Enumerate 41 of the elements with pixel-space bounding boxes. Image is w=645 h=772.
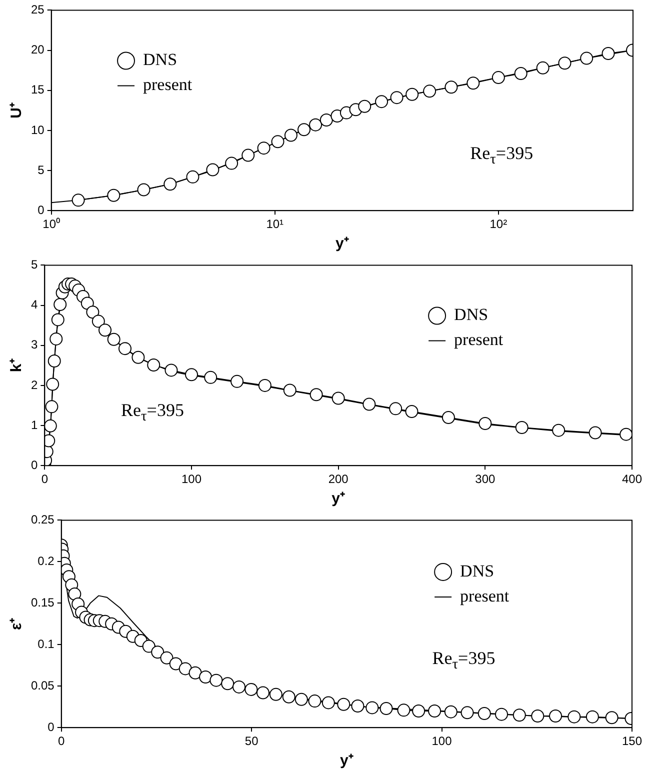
x-tick-label: 0 bbox=[58, 734, 66, 748]
legend-label: DNS bbox=[143, 50, 178, 70]
y-tick-label: 2 bbox=[30, 378, 38, 392]
x-tick-label: 100 bbox=[181, 472, 202, 486]
y-axis-title: ε⁺ bbox=[8, 618, 26, 630]
y-tick-label: 0 bbox=[30, 458, 38, 472]
x-tick-label: 400 bbox=[622, 472, 642, 486]
y-tick-label: 15 bbox=[30, 82, 45, 97]
x-axis-title: y⁺ bbox=[336, 235, 349, 252]
x-tick-label: 100 bbox=[432, 734, 452, 748]
y-tick-label: 0.2 bbox=[38, 554, 55, 568]
x-tick-label: 150 bbox=[622, 734, 642, 748]
legend-label: present bbox=[454, 330, 504, 350]
y-tick-label: 0.1 bbox=[38, 636, 55, 651]
y-tick-label: 4 bbox=[30, 298, 38, 312]
y-tick-label: 0.25 bbox=[30, 512, 55, 527]
y-tick-label: 20 bbox=[30, 42, 45, 57]
y-tick-label: 0.05 bbox=[30, 678, 55, 692]
y-tick-label: 0.15 bbox=[30, 595, 55, 610]
y-tick-label: 10 bbox=[30, 122, 45, 137]
legend-label: DNS bbox=[454, 305, 488, 324]
x-tick-label: 50 bbox=[244, 734, 259, 748]
y-tick-label: 3 bbox=[30, 338, 38, 352]
legend-label: DNS bbox=[460, 561, 494, 580]
y-tick-label: 1 bbox=[30, 418, 38, 432]
legend-label: present bbox=[460, 586, 510, 606]
x-tick-label: 300 bbox=[475, 472, 496, 486]
y-tick-label: 5 bbox=[38, 162, 45, 177]
x-tick-label: 10¹ bbox=[266, 217, 284, 232]
x-axis-title: y⁺ bbox=[340, 752, 354, 770]
y-tick-label: 25 bbox=[30, 2, 45, 17]
x-tick-label: 10⁰ bbox=[42, 217, 60, 232]
y-tick-label: 5 bbox=[30, 258, 38, 272]
x-tick-label: 200 bbox=[328, 472, 349, 486]
y-tick-label: 0 bbox=[38, 202, 45, 217]
y-tick-label: 0 bbox=[48, 720, 55, 734]
y-axis-title: k⁺ bbox=[8, 358, 26, 372]
legend-label: present bbox=[143, 75, 192, 94]
y-axis-title: U⁺ bbox=[8, 102, 26, 118]
x-axis-title: y⁺ bbox=[332, 490, 346, 508]
x-tick-label: 10² bbox=[490, 217, 508, 232]
